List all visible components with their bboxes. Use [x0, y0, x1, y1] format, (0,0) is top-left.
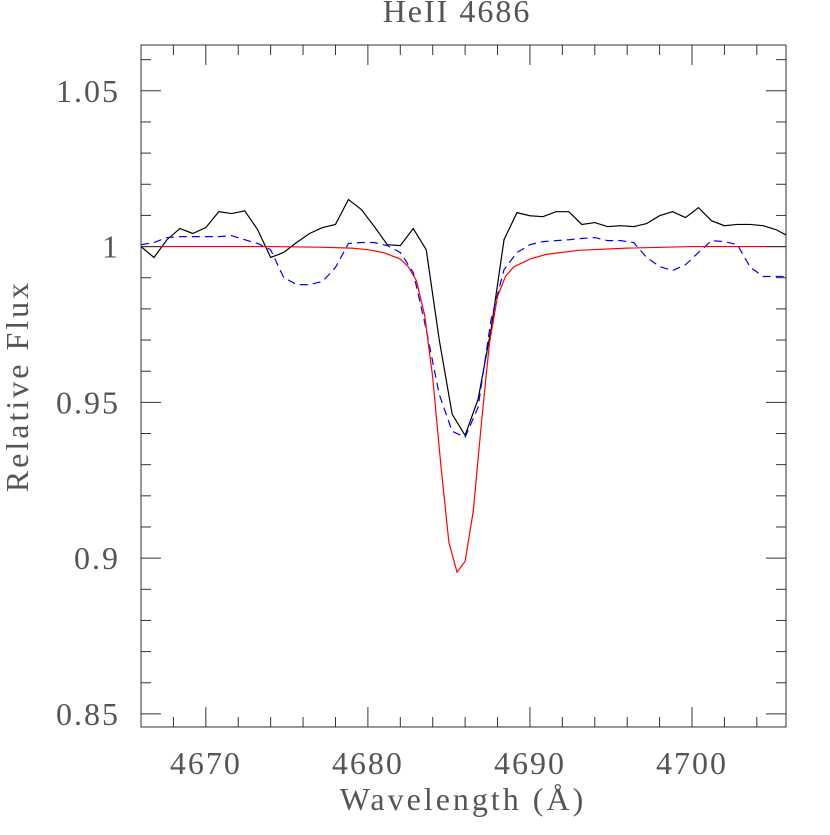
y-axis-label: Relative Flux: [0, 280, 35, 492]
y-tick-label: 1.05: [56, 73, 120, 109]
plot-area: [141, 198, 786, 574]
series-line: [141, 198, 786, 437]
plot-frame: [140, 44, 787, 728]
y-tick-label: 1: [102, 229, 120, 265]
x-axis-label: Wavelength (Å): [340, 781, 586, 817]
series-line: [141, 235, 786, 439]
y-tick-label: 0.95: [56, 384, 120, 420]
x-tick-label: 4680: [332, 745, 404, 781]
y-tick-label: 0.9: [74, 540, 120, 576]
series-line: [141, 245, 786, 574]
x-tick-label: 4670: [170, 745, 242, 781]
y-tick-label: 0.85: [56, 696, 120, 732]
x-tick-label: 4700: [656, 745, 728, 781]
chart-title: HeII 4686: [383, 0, 532, 29]
x-tick-label: 4690: [494, 745, 566, 781]
